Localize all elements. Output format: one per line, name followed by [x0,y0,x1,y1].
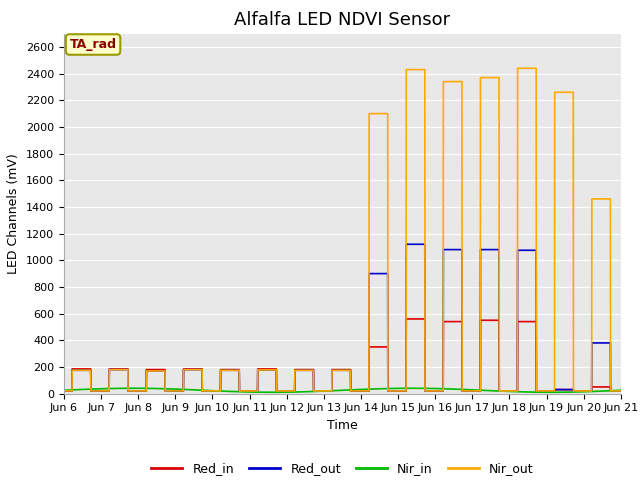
Nir_out [77,367,85,373]
Red_out [394,388,402,394]
Nir_out [60,388,68,394]
Red_out [617,388,625,394]
Nir_out [421,388,429,394]
Red_out [384,388,392,394]
Text: TA_rad: TA_rad [70,38,116,51]
Red_in [449,319,456,324]
Red_in [617,388,625,394]
Red_in [60,388,68,394]
Line: Red_out: Red_out [64,244,621,391]
Nir_in [431,385,439,391]
Nir_in [551,389,559,395]
Nir_in [384,385,392,391]
Nir_in [412,385,419,391]
Nir_in [617,387,625,393]
Y-axis label: LED Channels (mV): LED Channels (mV) [8,153,20,274]
Red_in [384,388,392,394]
Red_in [550,388,558,394]
Line: Nir_in: Nir_in [64,388,621,392]
Nir_out [550,388,558,394]
Red_out [431,388,439,394]
Line: Red_in: Red_in [64,319,621,391]
X-axis label: Time: Time [327,419,358,432]
Red_out [403,241,410,247]
Nir_in [550,389,558,395]
Red_out [60,388,68,394]
Nir_in [60,387,68,393]
Title: Alfalfa LED NDVI Sensor: Alfalfa LED NDVI Sensor [234,11,451,29]
Red_out [77,367,85,373]
Line: Nir_out: Nir_out [64,68,621,391]
Red_in [77,366,85,372]
Red_out [550,388,558,394]
Red_in [403,316,410,322]
Legend: Red_in, Red_out, Nir_in, Nir_out: Red_in, Red_out, Nir_in, Nir_out [146,457,539,480]
Nir_out [394,388,402,394]
Nir_out [514,65,522,71]
Nir_in [394,385,402,391]
Red_out [449,247,456,252]
Red_in [431,388,439,394]
Red_in [394,388,402,394]
Nir_out [440,79,447,84]
Nir_in [77,386,85,392]
Nir_in [449,386,456,392]
Nir_out [617,388,625,394]
Nir_out [384,388,392,394]
